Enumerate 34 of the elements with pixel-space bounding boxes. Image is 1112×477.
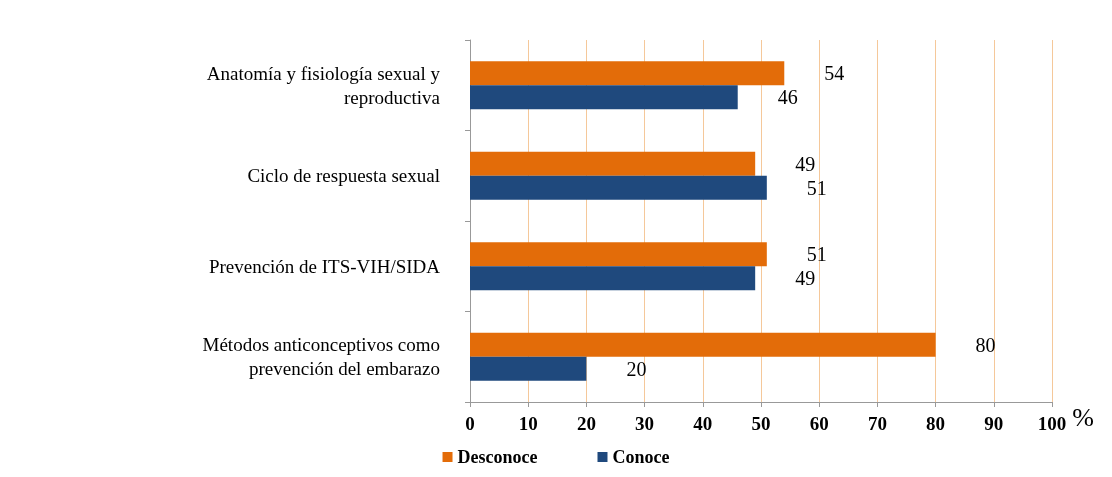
y-tick-label: Métodos anticonceptivos como prevención del embarazo [202,334,440,380]
data-label: 54 [824,62,845,85]
y-tick-label: Ciclo de respuesta sexual [247,165,440,187]
x-tick-label: 80 [926,413,946,434]
data-label: 51 [806,176,827,199]
legend-label: Desconoce [457,447,538,467]
bar [470,356,587,381]
x-tick-label: 50 [751,413,771,434]
data-label: 49 [795,267,816,290]
x-axis-title: % [1072,402,1094,432]
x-tick-label: 20 [576,413,596,434]
x-tick-label: 10 [518,413,538,434]
x-tick-label: 40 [693,413,713,434]
x-tick-label: 70 [867,413,887,434]
bar [470,332,936,357]
y-tick-label: Anatomía y fisiología sexual y reproductiva [206,62,441,108]
x-tick-label: 90 [984,413,1004,434]
bar [470,266,756,291]
x-tick-label: 100 [1037,413,1067,434]
bar [470,242,767,267]
x-tick-label: 0 [465,413,475,434]
data-label: 20 [626,357,647,380]
x-tick-label: 60 [809,413,829,434]
legend-label: Conoce [612,447,670,467]
data-label: 46 [777,86,798,109]
data-label: 51 [806,243,827,266]
bar [470,61,785,86]
bar [470,85,738,110]
y-tick-label: Prevención de ITS-VIH/SIDA [208,255,441,277]
bar [470,151,756,176]
data-label: 49 [795,152,816,175]
data-label: 80 [975,333,996,356]
bar [470,175,767,200]
x-tick-label: 30 [635,413,655,434]
